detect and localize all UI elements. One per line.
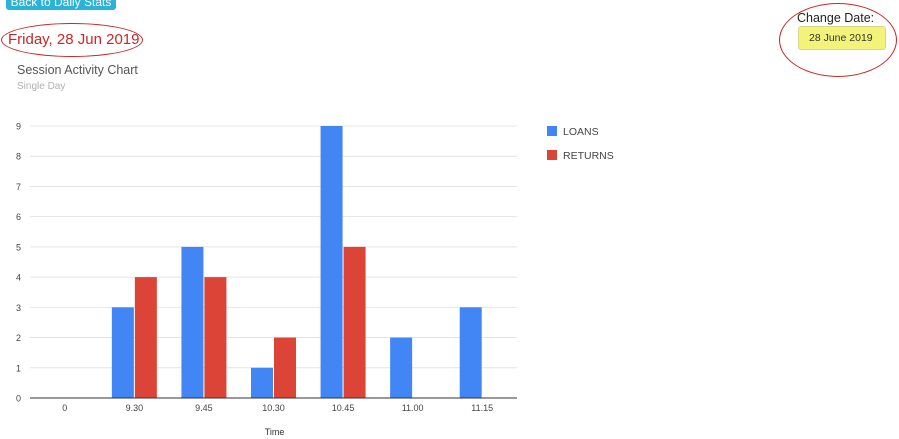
date-picker-input[interactable]: 28 June 2019 bbox=[798, 26, 886, 50]
x-tick-label: 0 bbox=[62, 403, 67, 413]
y-tick-label: 3 bbox=[16, 303, 21, 313]
y-axis-tick-labels: 0 1 2 3 4 5 6 7 8 9 bbox=[16, 122, 21, 404]
returns-bar bbox=[204, 277, 227, 398]
chart-legend: LOANS RETURNS bbox=[547, 126, 614, 162]
x-axis-tick-labels: 0 9.30 9.45 10.30 10.45 11.00 11.15 bbox=[62, 403, 493, 413]
x-axis-title: Time bbox=[265, 427, 285, 437]
loans-legend-label: LOANS bbox=[563, 126, 599, 138]
x-tick-label: 9.45 bbox=[195, 403, 213, 413]
change-date-label: Change Date: bbox=[797, 11, 875, 25]
returns-bar bbox=[343, 246, 366, 398]
y-tick-label: 4 bbox=[16, 273, 21, 283]
y-tick-label: 7 bbox=[16, 182, 21, 192]
y-tick-label: 0 bbox=[16, 394, 21, 404]
x-tick-label: 10.45 bbox=[332, 403, 355, 413]
back-to-daily-stats-button[interactable]: Back to Daily Stats bbox=[6, 0, 116, 10]
returns-legend-label: RETURNS bbox=[563, 150, 614, 162]
loans-bar bbox=[251, 367, 273, 398]
day-highlight-ellipse bbox=[1, 23, 143, 57]
day-title: Friday, 28 Jun 2019 bbox=[8, 31, 140, 48]
returns-bar bbox=[134, 277, 157, 398]
loans-legend-swatch bbox=[547, 126, 557, 136]
chart-subtitle: Single Day bbox=[17, 81, 66, 92]
x-tick-label: 11.15 bbox=[471, 403, 493, 413]
returns-bar bbox=[274, 337, 296, 398]
y-tick-label: 5 bbox=[16, 242, 21, 252]
chart-gridlines bbox=[30, 125, 517, 369]
loans-bar bbox=[181, 246, 204, 398]
returns-legend-swatch bbox=[547, 150, 557, 160]
chart-bars bbox=[111, 126, 482, 398]
loans-bar bbox=[459, 307, 482, 398]
y-tick-label: 9 bbox=[16, 122, 21, 132]
date-highlight-ellipse bbox=[779, 3, 897, 77]
y-tick-label: 8 bbox=[16, 152, 21, 162]
x-tick-label: 10.30 bbox=[262, 403, 285, 413]
y-tick-label: 2 bbox=[16, 333, 21, 343]
x-tick-label: 11.00 bbox=[402, 403, 424, 413]
y-tick-label: 1 bbox=[16, 363, 21, 373]
y-tick-label: 6 bbox=[16, 212, 21, 222]
loans-bar bbox=[390, 337, 413, 398]
loans-bar bbox=[320, 126, 343, 398]
loans-bar bbox=[111, 307, 134, 398]
chart-title: Session Activity Chart bbox=[17, 63, 138, 77]
x-tick-label: 9.30 bbox=[126, 403, 144, 413]
